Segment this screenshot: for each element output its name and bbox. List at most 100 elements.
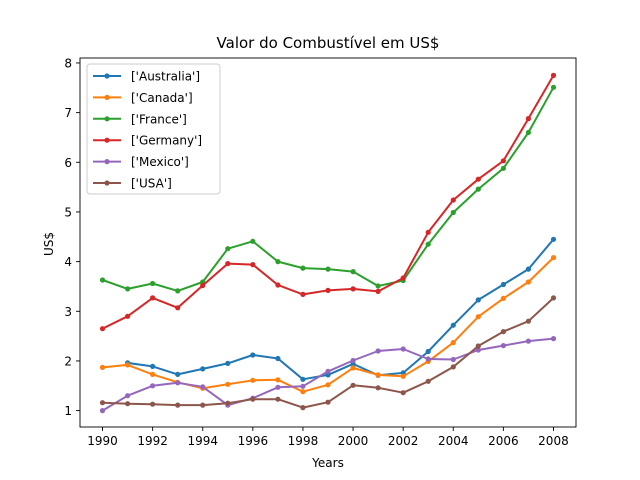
data-point xyxy=(200,366,205,371)
data-point xyxy=(125,393,130,398)
data-point xyxy=(426,242,431,247)
x-tick-label: 1990 xyxy=(87,434,118,448)
data-point xyxy=(275,377,280,382)
data-point xyxy=(551,73,556,78)
data-point xyxy=(225,382,230,387)
data-point xyxy=(501,329,506,334)
data-point xyxy=(200,384,205,389)
data-point xyxy=(401,346,406,351)
data-point xyxy=(250,352,255,357)
data-point xyxy=(451,340,456,345)
data-point xyxy=(451,364,456,369)
data-point xyxy=(150,295,155,300)
x-axis-label: Years xyxy=(311,456,344,470)
data-point xyxy=(150,383,155,388)
data-point xyxy=(275,385,280,390)
data-point xyxy=(451,357,456,362)
data-point xyxy=(100,365,105,370)
data-point xyxy=(501,296,506,301)
data-point xyxy=(526,319,531,324)
data-point xyxy=(300,377,305,382)
data-point xyxy=(451,210,456,215)
data-point xyxy=(426,356,431,361)
data-point xyxy=(501,282,506,287)
data-point xyxy=(300,384,305,389)
legend-marker xyxy=(104,138,109,143)
data-point xyxy=(376,385,381,390)
data-point xyxy=(376,372,381,377)
data-point xyxy=(325,369,330,374)
data-point xyxy=(275,259,280,264)
data-point xyxy=(551,295,556,300)
data-point xyxy=(325,267,330,272)
data-point xyxy=(275,356,280,361)
data-point xyxy=(401,390,406,395)
data-point xyxy=(426,379,431,384)
data-point xyxy=(426,349,431,354)
y-tick-label: 2 xyxy=(64,354,72,368)
x-tick-label: 2006 xyxy=(488,434,519,448)
data-point xyxy=(351,383,356,388)
data-point xyxy=(551,85,556,90)
data-point xyxy=(300,405,305,410)
data-point xyxy=(501,166,506,171)
data-point xyxy=(125,286,130,291)
data-point xyxy=(476,297,481,302)
data-point xyxy=(225,401,230,406)
y-tick-label: 3 xyxy=(64,305,72,319)
y-tick-label: 5 xyxy=(64,205,72,219)
data-point xyxy=(501,158,506,163)
data-point xyxy=(250,397,255,402)
legend-marker xyxy=(104,73,109,78)
data-point xyxy=(175,288,180,293)
data-point xyxy=(526,267,531,272)
data-point xyxy=(325,400,330,405)
data-point xyxy=(351,269,356,274)
x-tick-label: 2008 xyxy=(538,434,569,448)
data-point xyxy=(376,289,381,294)
data-point xyxy=(225,261,230,266)
data-point xyxy=(100,277,105,282)
data-point xyxy=(526,339,531,344)
data-point xyxy=(175,372,180,377)
x-tick-label: 2002 xyxy=(388,434,419,448)
x-tick-label: 2004 xyxy=(438,434,469,448)
data-point xyxy=(551,237,556,242)
data-point xyxy=(275,282,280,287)
data-point xyxy=(125,362,130,367)
data-point xyxy=(476,187,481,192)
y-tick-label: 7 xyxy=(64,106,72,120)
data-point xyxy=(100,326,105,331)
data-point xyxy=(476,314,481,319)
chart-title: Valor do Combustível em US$ xyxy=(217,34,440,52)
data-point xyxy=(325,288,330,293)
data-point xyxy=(125,314,130,319)
x-tick-label: 1996 xyxy=(238,434,269,448)
y-tick-label: 6 xyxy=(64,156,72,170)
data-point xyxy=(476,343,481,348)
data-point xyxy=(250,239,255,244)
data-point xyxy=(526,116,531,121)
data-point xyxy=(150,281,155,286)
data-point xyxy=(200,403,205,408)
legend-label: ['Mexico'] xyxy=(131,155,189,169)
y-tick-label: 8 xyxy=(64,56,72,70)
data-point xyxy=(225,361,230,366)
data-point xyxy=(250,262,255,267)
data-point xyxy=(150,372,155,377)
data-point xyxy=(150,402,155,407)
data-point xyxy=(451,323,456,328)
data-point xyxy=(526,130,531,135)
data-point xyxy=(401,374,406,379)
data-point xyxy=(351,286,356,291)
data-point xyxy=(175,403,180,408)
legend-label: ['Australia'] xyxy=(131,70,200,84)
x-tick-label: 2000 xyxy=(338,434,369,448)
data-point xyxy=(100,408,105,413)
data-point xyxy=(426,230,431,235)
data-point xyxy=(526,279,531,284)
data-point xyxy=(200,283,205,288)
data-point xyxy=(376,283,381,288)
legend-marker xyxy=(104,180,109,185)
